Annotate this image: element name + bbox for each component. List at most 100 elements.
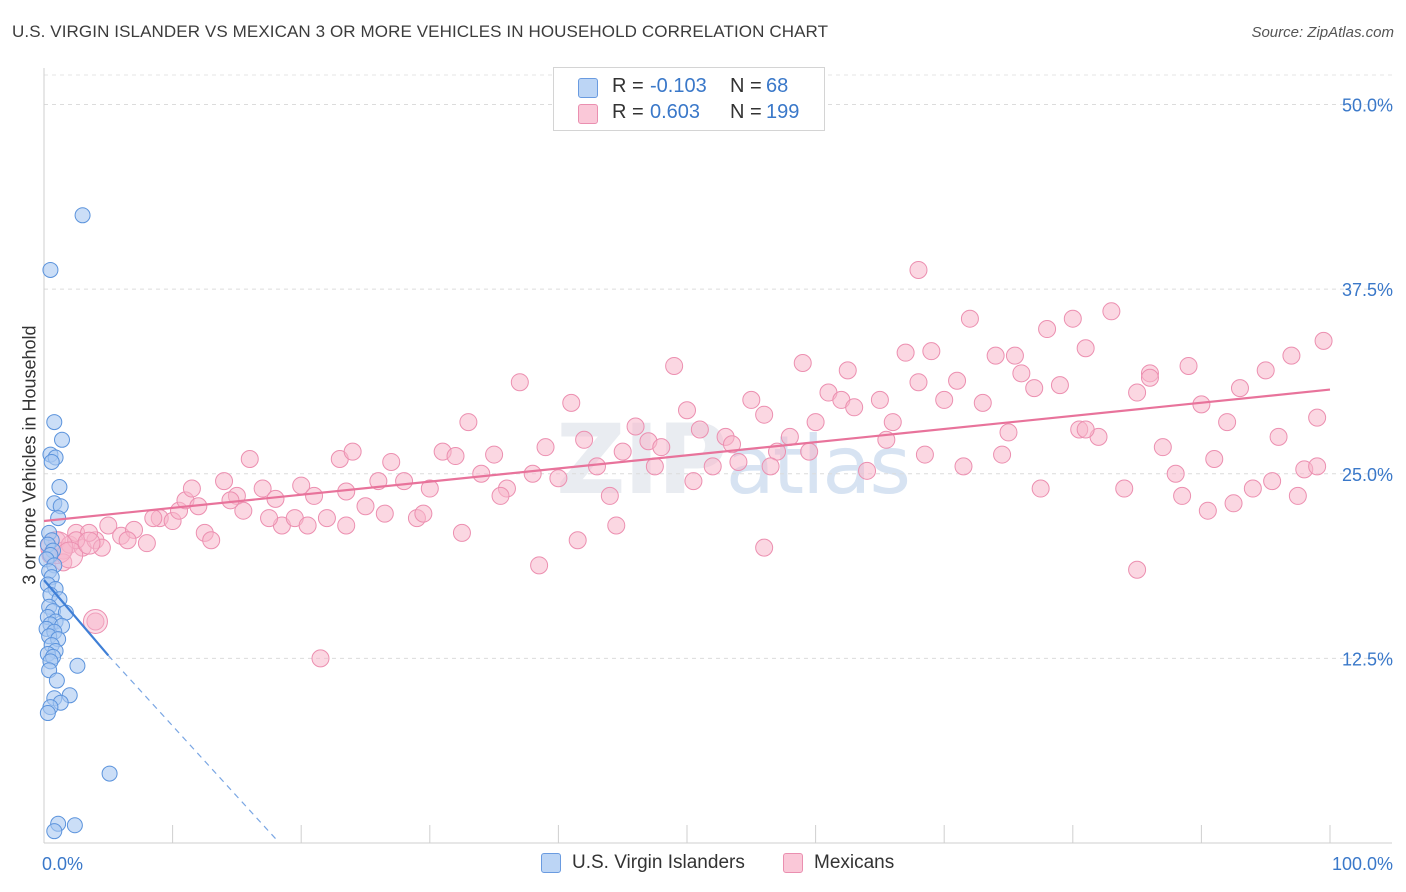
mexicans-point [1263,472,1282,491]
mexicans-point [92,538,111,557]
mexicans-point [1140,368,1159,387]
mexicans-point [1269,427,1288,446]
mexicans-point [684,472,703,491]
mexicans-point [536,438,555,457]
mexicans-point [1031,479,1050,498]
mexicans-point [1153,438,1172,457]
mexicans-point [800,442,819,461]
y-tick-label: 50.0% [1342,96,1393,116]
mexicans-point [202,531,221,550]
mexicans-point [1115,479,1134,498]
mexicans-point [729,452,748,471]
mexicans-point [1102,302,1121,321]
mexicans-point [1005,346,1024,365]
mexicans-point [1205,450,1224,468]
mexicans-point [562,393,581,412]
mexicans-point [883,413,902,432]
mexicans-point [459,413,478,432]
mexicans-point [845,398,864,417]
mexicans-point [253,479,272,498]
mexicans-point [99,516,118,535]
mexicans-point [1173,486,1192,505]
mexicans-point [491,486,510,505]
virgin-islanders-point [101,765,118,782]
bottom-legend-mexicans: Mexicans [814,852,895,873]
mexicans-point [395,472,414,491]
mexicans-point [652,438,671,457]
mexicans-point [510,373,529,392]
y-axis-label: 3 or more Vehicles in Household [19,325,40,585]
mexicans-point [472,464,491,483]
mexicans-point [530,556,549,575]
mexicans-trend-line [43,388,1331,523]
mexicans-point [86,612,105,631]
virgin-islanders-point [74,207,91,224]
mexicans-point [1012,364,1031,383]
mexicans-point [420,479,439,498]
mexicans-point [954,457,973,476]
mexicans-point [118,531,137,550]
legend-n-label: N = [730,75,762,97]
mexicans-point [1288,486,1307,505]
mexicans-point [806,413,825,432]
mexicans-point [1076,339,1095,358]
mexicans-point-cluster [77,531,101,555]
mexicans-point [485,445,504,464]
mexicans-point [343,442,362,461]
mexicans-point [723,435,742,454]
mexicans-point [1230,379,1249,398]
mexicans-point [600,486,619,505]
virgin-islanders-point [46,823,63,840]
mexicans-point [1025,379,1044,398]
mexicans-point [742,390,761,409]
legend-n-value: 68 [766,75,789,97]
mexicans-point [761,457,780,476]
mexicans-point [703,457,722,476]
bottom-legend-virgin-islanders: U.S. Virgin Islanders [572,852,745,873]
mexicans-point [587,457,606,476]
mexicans-point [1050,376,1069,395]
legend-n-value: 199 [766,101,800,123]
mexicans-point [305,486,324,505]
mexicans-point [137,534,156,553]
mexicans-point [665,356,684,375]
mexicans-point [909,260,928,279]
mexicans-point [755,538,774,557]
mexicans-point [1282,346,1301,365]
mexicans-point [568,531,587,550]
mexicans-point [960,309,979,328]
mexicans-point [1166,464,1185,483]
mexicans-point [1243,479,1262,498]
virgin-islanders-point [42,261,59,278]
y-tick-label: 25.0% [1342,465,1393,485]
y-tick-label: 12.5% [1342,649,1393,669]
mexicans-point [317,509,336,528]
virgin-islanders-point [39,705,56,722]
mexicans-point [375,504,394,523]
mexicans-point [1256,361,1275,380]
mexicans-point [1314,331,1333,350]
mexicans-point [356,497,375,516]
mexicans-point [1224,494,1243,513]
virgin-islanders-point [43,453,60,470]
mexicans-point [311,649,330,668]
mexicans-point [645,457,664,476]
mexicans-point [575,430,594,449]
mexicans-point [935,390,954,409]
virgin-islanders-point [46,414,63,431]
mexicans-point [909,373,928,392]
legend-row-virgin-islanders: R = -0.103 N = 68 [554,75,824,101]
legend-r-value: 0.603 [650,101,701,123]
mexicans-point [690,420,709,439]
mexicans-point [298,516,317,535]
mexicans-point [414,504,433,523]
mexicans-point [999,423,1018,442]
mexicans-point [523,464,542,483]
mexicans-point [973,393,992,412]
mexicans-point [1063,309,1082,328]
mexicans-point [234,501,253,520]
mexicans-point [870,390,889,409]
mexicans-point [986,346,1005,365]
correlation-legend: R = -0.103 N = 68 R = 0.603 N = 199 [553,67,825,131]
